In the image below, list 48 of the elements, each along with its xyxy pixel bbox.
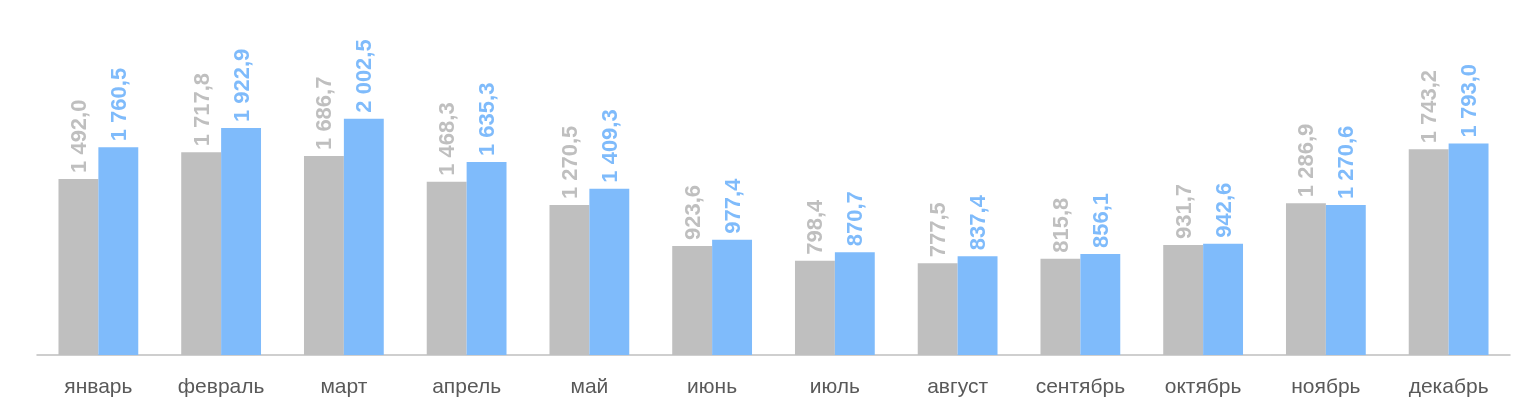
x-tick-label: январь <box>64 374 133 397</box>
data-label: 931,7 <box>1170 184 1196 240</box>
data-label: 870,7 <box>842 191 868 247</box>
data-label: 1 635,3 <box>474 82 500 157</box>
bar <box>589 188 630 355</box>
x-tick-label: июль <box>809 374 861 397</box>
data-label: 1 793,0 <box>1456 64 1482 138</box>
x-tick-label: февраль <box>177 374 265 397</box>
data-label: 1 743,2 <box>1416 69 1442 144</box>
x-tick-label: март <box>320 374 368 397</box>
data-label: 1 922,9 <box>228 48 254 123</box>
data-label: 1 492,0 <box>65 99 91 173</box>
bar <box>1203 243 1244 355</box>
data-label: 1 760,5 <box>105 67 131 142</box>
bar <box>98 147 139 355</box>
x-tick-label: сентябрь <box>1035 374 1126 397</box>
bar <box>1080 253 1121 355</box>
bar <box>221 128 262 355</box>
data-label: 815,8 <box>1047 197 1073 253</box>
bar <box>834 252 875 355</box>
data-label: 977,4 <box>719 177 745 234</box>
data-label: 856,1 <box>1087 192 1113 248</box>
data-label: 777,5 <box>925 202 951 258</box>
data-label: 837,4 <box>965 194 991 251</box>
data-label: 1 286,9 <box>1293 123 1319 198</box>
x-tick-label: апрель <box>432 374 502 397</box>
data-label: 1 270,6 <box>1333 125 1359 200</box>
data-label: 1 409,3 <box>596 109 622 183</box>
data-label: 798,4 <box>802 198 828 255</box>
x-tick-label: ноябрь <box>1291 374 1361 397</box>
bar <box>712 239 753 355</box>
data-label: 1 686,7 <box>311 76 337 150</box>
data-label: 2 002,5 <box>351 39 377 113</box>
bar <box>466 162 507 355</box>
bar <box>957 256 998 355</box>
data-label: 923,6 <box>679 184 705 241</box>
bar <box>1448 143 1489 355</box>
bar <box>343 118 384 355</box>
x-tick-label: август <box>927 374 989 397</box>
x-tick-label: июнь <box>687 374 738 397</box>
data-label: 1 468,3 <box>434 102 460 176</box>
x-tick-label: декабрь <box>1408 374 1489 397</box>
x-tick-label: май <box>570 374 609 397</box>
data-label: 942,6 <box>1210 182 1236 238</box>
x-tick-label: октябрь <box>1164 374 1242 397</box>
bar <box>1325 205 1366 355</box>
data-label: 1 717,8 <box>188 72 214 147</box>
data-label: 1 270,5 <box>556 125 582 200</box>
